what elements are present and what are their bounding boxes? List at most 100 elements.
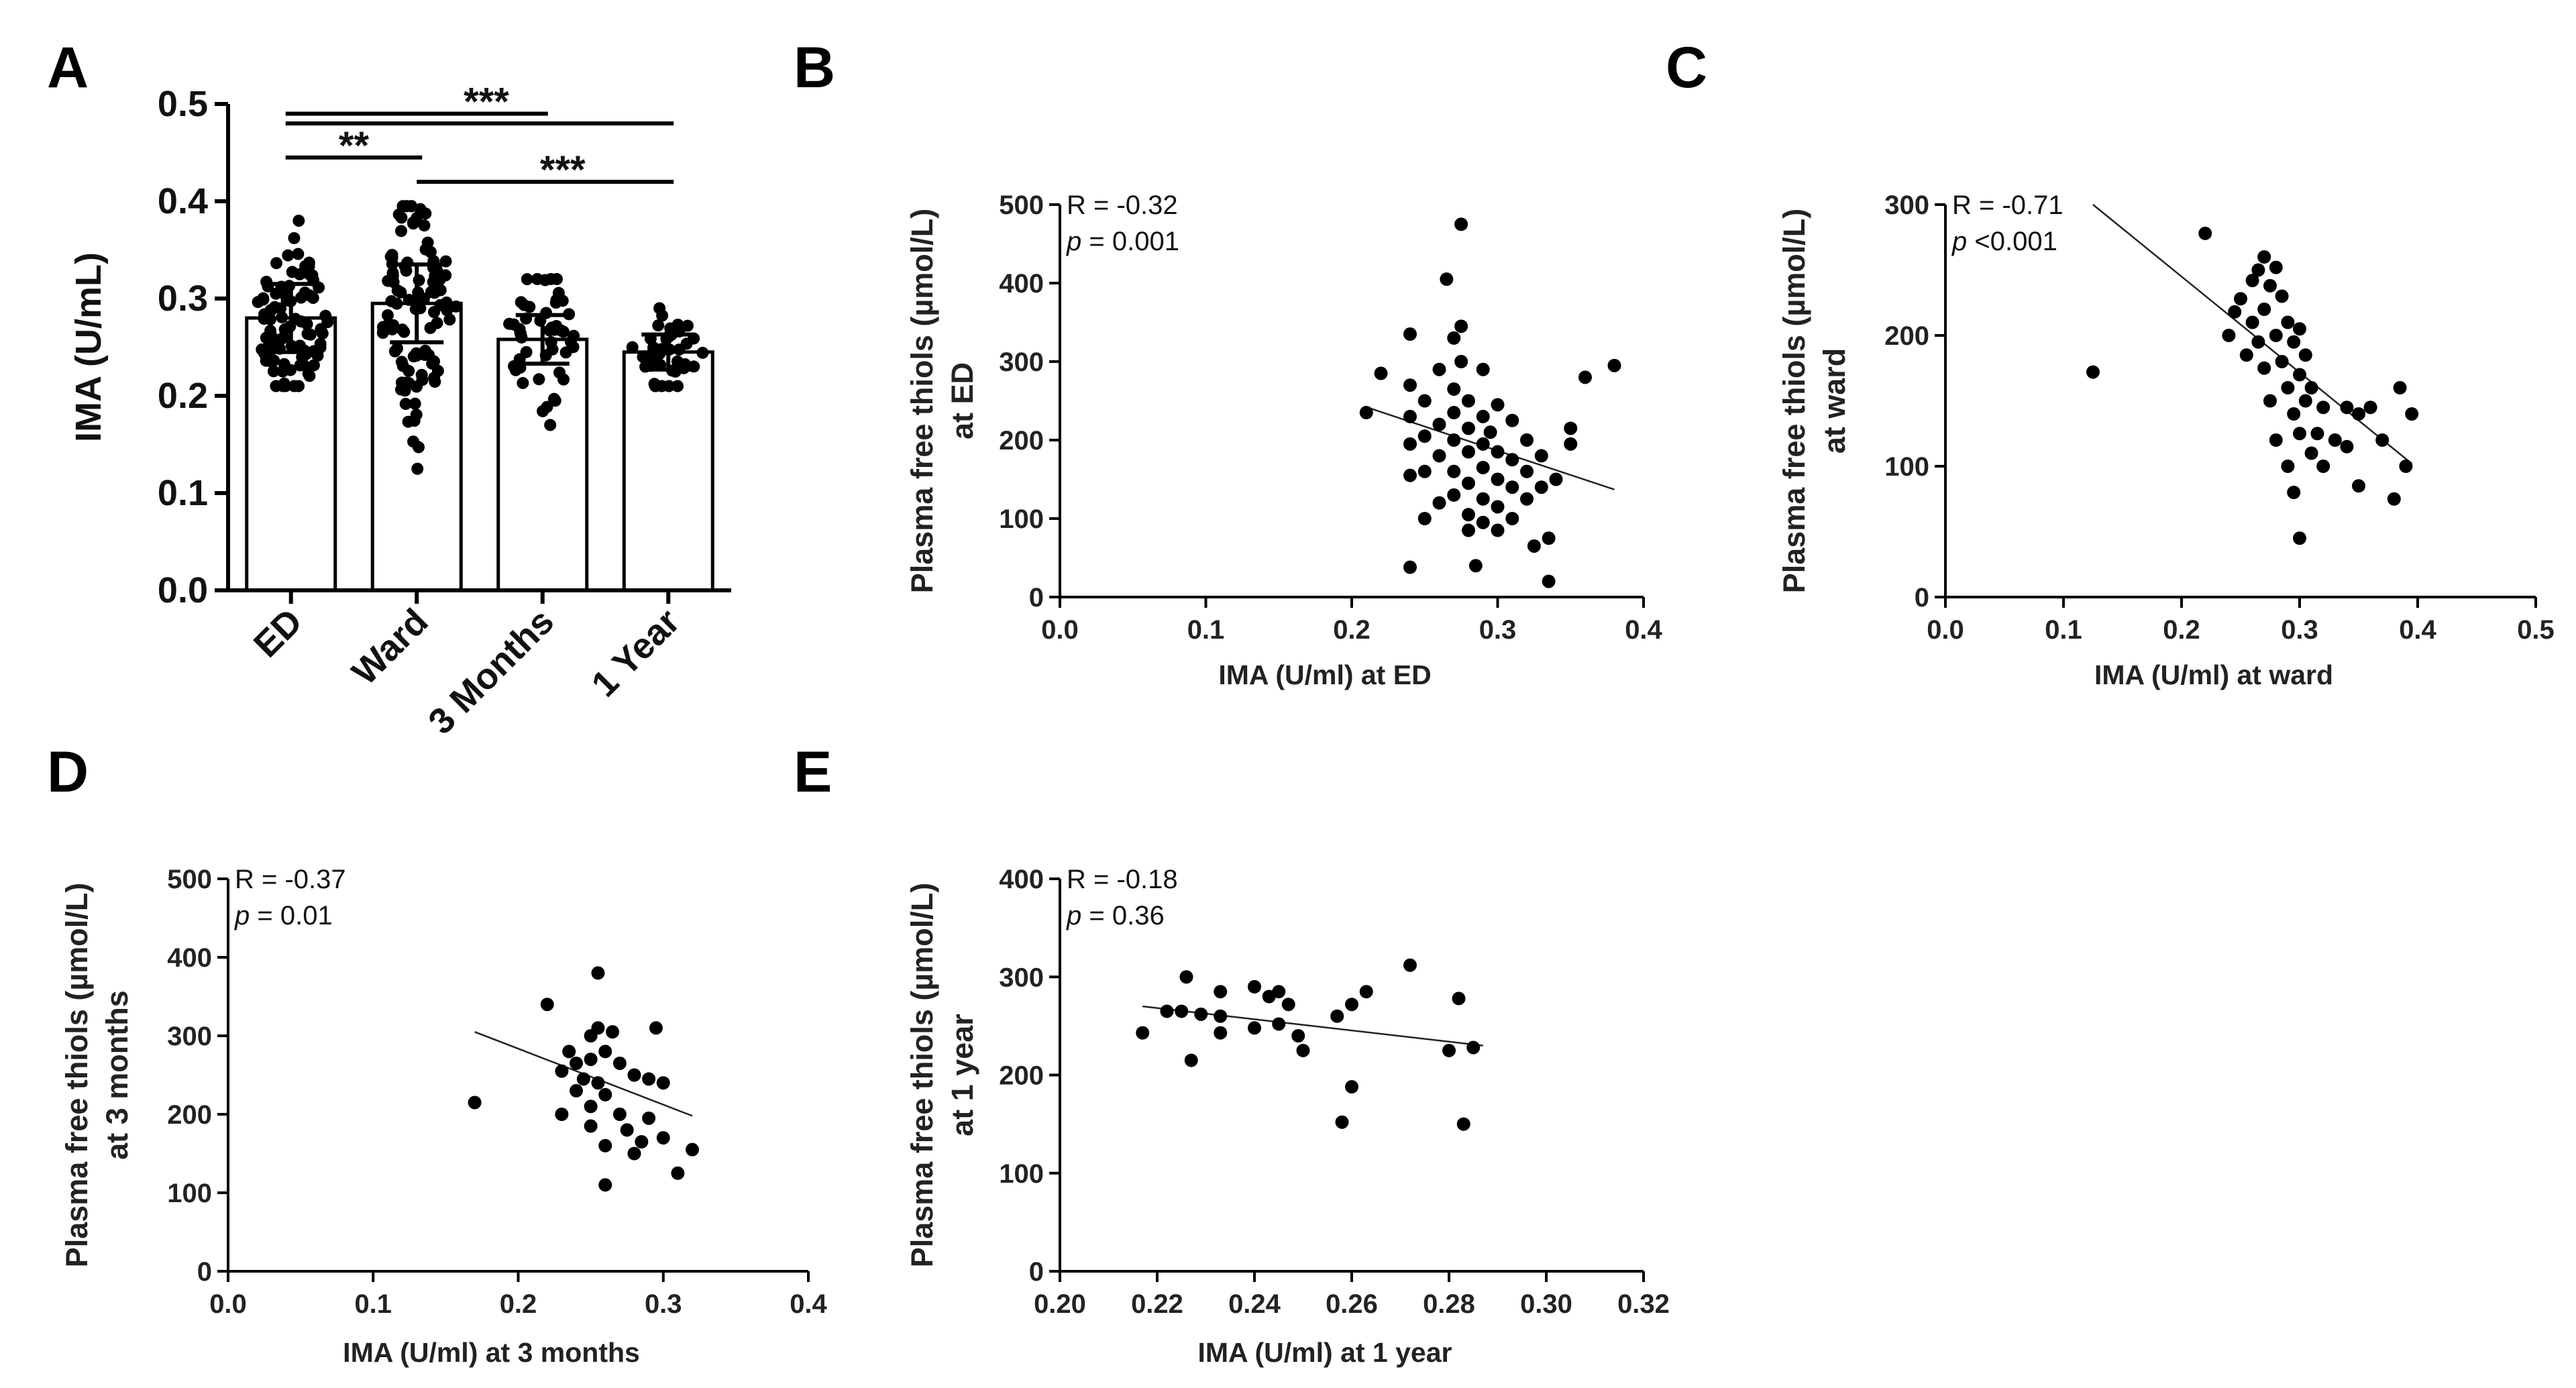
- data-point: [635, 1134, 649, 1149]
- data-point: [412, 441, 425, 453]
- data-point: [2298, 394, 2312, 408]
- data-point: [1432, 449, 1446, 463]
- data-point: [1462, 394, 1475, 408]
- y-tick-label: 300: [999, 963, 1044, 992]
- y-tick-label: 200: [999, 426, 1044, 456]
- data-point: [1447, 331, 1461, 345]
- data-point: [1520, 433, 1534, 447]
- data-point: [1462, 421, 1475, 435]
- data-point: [547, 392, 560, 405]
- data-point: [673, 343, 686, 356]
- data-point: [409, 397, 421, 410]
- panel-label: A: [47, 36, 89, 100]
- annotation-p: p = 0.001: [1066, 227, 1179, 256]
- data-point: [2293, 427, 2306, 441]
- data-point: [267, 365, 280, 378]
- data-point: [402, 415, 415, 428]
- data-point: [410, 347, 423, 360]
- data-point: [2263, 278, 2277, 292]
- data-point: [1374, 366, 1388, 380]
- data-point: [411, 462, 424, 475]
- data-point: [384, 250, 397, 263]
- data-point: [395, 211, 408, 224]
- data-point: [642, 1111, 656, 1125]
- data-point: [277, 331, 290, 344]
- data-point: [1462, 445, 1475, 459]
- data-point: [669, 365, 682, 378]
- x-tick-label: 0.20: [1034, 1289, 1086, 1319]
- data-point: [656, 309, 669, 322]
- data-point: [2352, 479, 2365, 493]
- data-point: [1194, 1007, 1208, 1021]
- data-point: [1505, 453, 1519, 467]
- data-point: [431, 317, 443, 329]
- data-point: [2298, 348, 2312, 362]
- data-point: [301, 327, 314, 340]
- data-point: [1476, 515, 1490, 529]
- data-point: [1527, 539, 1541, 553]
- annotation-r: R = -0.37: [235, 865, 346, 894]
- data-point: [1214, 985, 1228, 999]
- panel-b: B 0 100 200 300 400 500 0.0 0.1 0.2 0.3 0.4 IMA (U/m…: [794, 36, 1663, 690]
- p-symbol: p: [1066, 227, 1081, 256]
- data-point: [2293, 322, 2306, 336]
- data-point: [515, 331, 528, 344]
- data-point: [428, 286, 441, 299]
- x-tick-label: 0.26: [1326, 1289, 1378, 1319]
- data-point: [2281, 315, 2295, 329]
- x-tick-label: 0.2: [1333, 615, 1371, 645]
- data-point: [1462, 476, 1475, 490]
- data-point: [399, 398, 412, 411]
- panel-d: D 0 100 200 300 400 500 0.0 0.1 0.2 0.3 0.4 IMA (U/m…: [47, 740, 828, 1368]
- data-point: [377, 325, 390, 337]
- data-point: [421, 236, 434, 249]
- data-point: [507, 318, 520, 331]
- x-tick-label: 0.3: [2281, 615, 2318, 645]
- data-point: [1345, 998, 1358, 1012]
- data-point: [1564, 421, 1578, 435]
- data-point: [1564, 437, 1578, 451]
- data-point: [1417, 464, 1432, 478]
- data-point: [1466, 1040, 1481, 1055]
- panel-c: C 0 100 200 300 0.0 0.1 0.2 0.3 0.4 0.5 IMA (U/ml) …: [1666, 36, 2555, 690]
- data-point: [626, 341, 639, 354]
- data-point: [1456, 1117, 1470, 1131]
- annotation-r: R = -0.32: [1067, 191, 1178, 220]
- data-point: [1491, 500, 1505, 514]
- y-tick-label: 0: [1915, 583, 1929, 612]
- data-point: [1491, 445, 1505, 459]
- data-point: [1296, 1043, 1310, 1057]
- data-point: [2245, 315, 2259, 329]
- y-tick-label: 0.4: [158, 181, 208, 221]
- data-point: [1281, 998, 1295, 1012]
- data-point: [1345, 1080, 1358, 1094]
- data-point: [1403, 327, 1417, 341]
- data-point: [570, 1083, 583, 1098]
- data-point: [656, 1076, 670, 1090]
- data-point: [652, 319, 665, 332]
- annotation-r: R = -0.18: [1067, 865, 1178, 894]
- data-point: [288, 231, 301, 244]
- data-point: [449, 300, 462, 313]
- x-tick-label: 0.2: [2163, 615, 2200, 645]
- data-point: [1335, 1115, 1349, 1129]
- x-tick-label: 0.4: [790, 1289, 827, 1319]
- data-point: [468, 1096, 482, 1110]
- x-axis-label: IMA (U/ml) at ED: [1218, 659, 1431, 690]
- y-axis-label: at 1 year: [945, 1014, 979, 1136]
- data-point: [1403, 409, 1417, 423]
- data-point: [562, 1045, 576, 1059]
- data-point: [521, 273, 533, 286]
- data-point: [2287, 407, 2301, 421]
- data-point: [649, 380, 661, 392]
- data-point: [418, 219, 431, 232]
- data-point: [303, 370, 316, 382]
- y-tick-label: 100: [1884, 452, 1929, 482]
- data-point: [598, 1045, 612, 1059]
- y-tick-label: 0: [1029, 1257, 1044, 1287]
- y-tick-label: 300: [999, 348, 1044, 377]
- data-point: [686, 1142, 699, 1157]
- data-point: [2293, 368, 2306, 382]
